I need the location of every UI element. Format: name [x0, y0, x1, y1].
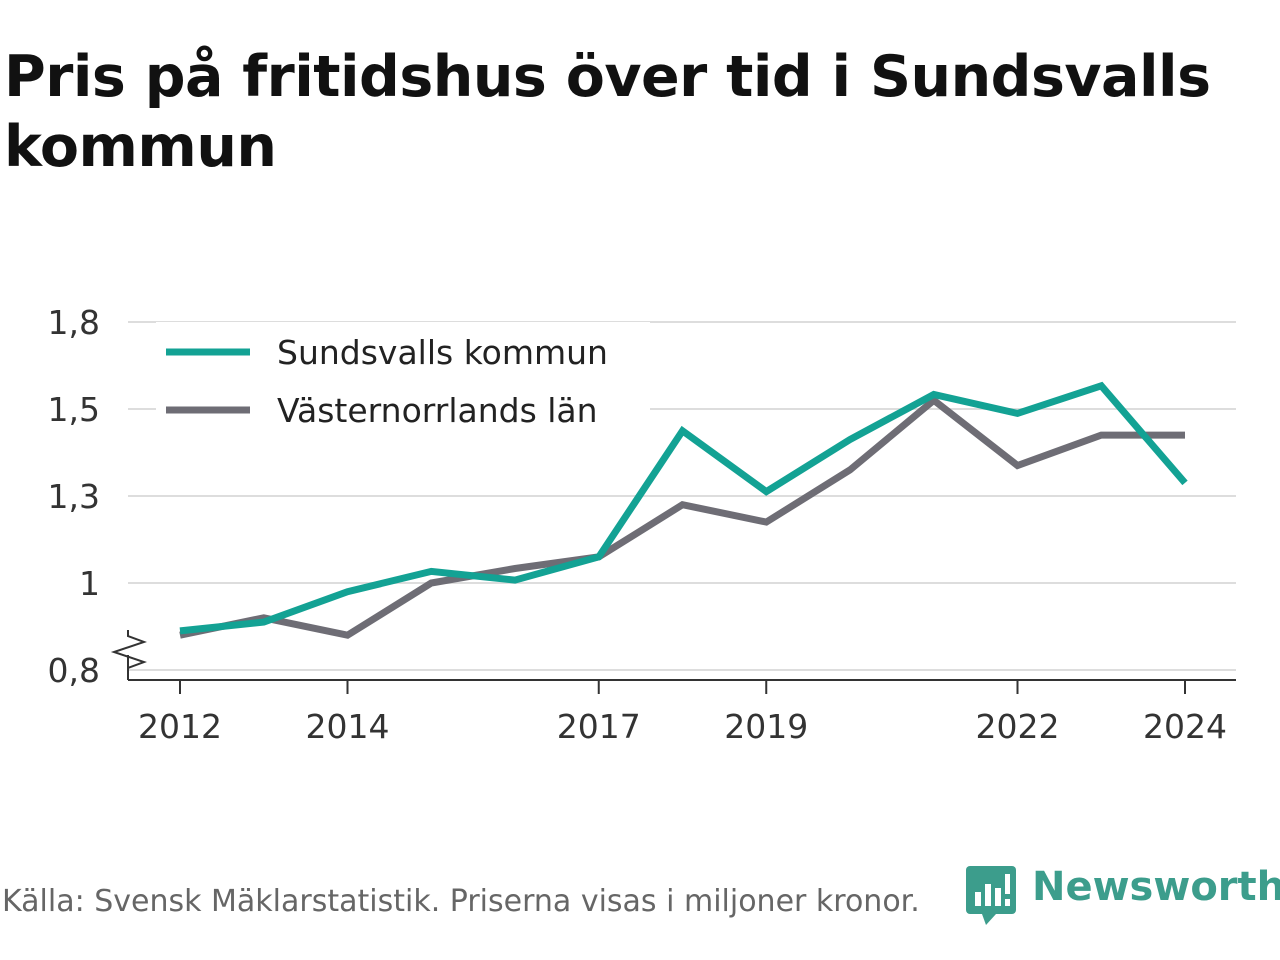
x-tick-label: 2014: [306, 707, 390, 746]
chart-title: Pris på fritidshus över tid i Sundsvalls…: [4, 44, 1211, 180]
axis-break-icon: [110, 630, 147, 672]
line-chart: 0,8 1 1,3 1,5 1,8 2012 2014 2017 2019 2022 2024 S…: [48, 303, 1236, 746]
y-tick-label: 1,8: [48, 303, 100, 342]
y-tick-label: 0,8: [48, 651, 100, 690]
x-tick-label: 2017: [557, 707, 641, 746]
y-tick-label: 1,3: [48, 477, 100, 516]
legend-label: Västernorrlands län: [277, 391, 598, 430]
axis-break-mark: [110, 630, 147, 672]
series-line-sundsvalls-kommun: [179, 381, 1188, 635]
source-note: Källa: Svensk Mäklarstatistik. Priserna …: [2, 884, 920, 919]
brand-name: Newsworthy: [1032, 864, 1280, 910]
newsworthy-logo-icon: [966, 866, 1016, 925]
legend-label: Sundsvalls kommun: [277, 333, 608, 372]
y-axis-ticks: 0,8 1 1,3 1,5 1,8: [48, 303, 100, 690]
x-tick-label: 2012: [138, 707, 222, 746]
series-line-västernorrlands-län: [179, 395, 1185, 639]
legend: Sundsvalls kommun Västernorrlands län: [156, 322, 650, 440]
y-tick-label: 1: [79, 564, 100, 603]
x-axis: 2012 2014 2017 2019 2022 2024: [127, 655, 1236, 746]
x-tick-label: 2022: [976, 707, 1060, 746]
legend-background: [156, 322, 650, 440]
x-tick-label: 2024: [1143, 707, 1227, 746]
y-tick-label: 1,5: [48, 390, 100, 429]
series-lines: [179, 381, 1188, 639]
x-tick-label: 2019: [724, 707, 808, 746]
